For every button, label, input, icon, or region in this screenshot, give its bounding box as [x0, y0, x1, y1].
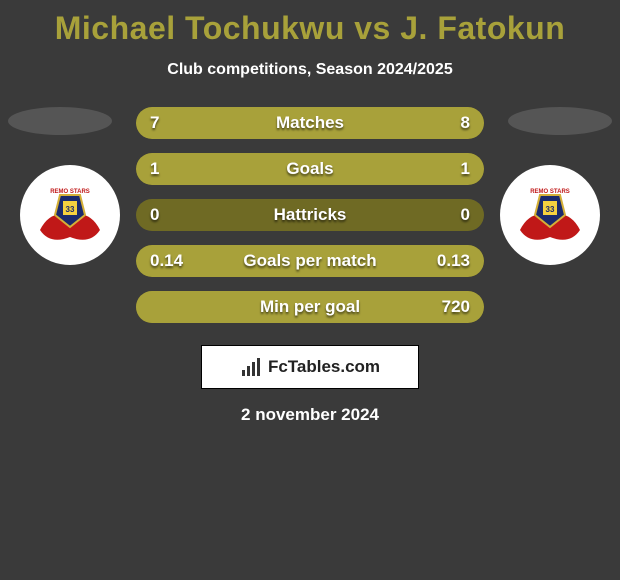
date: 2 november 2024 [0, 405, 620, 425]
stat-row: 0.140.13Goals per match [136, 245, 484, 277]
player-right-avatar-placeholder [508, 107, 612, 135]
subtitle: Club competitions, Season 2024/2025 [0, 61, 620, 79]
club-crest-icon: REMO STARS 33 [30, 175, 110, 255]
stat-label: Hattricks [136, 199, 484, 231]
stats-area: REMO STARS 33 REMO STARS 33 78Matches 11G… [0, 107, 620, 323]
stat-row: 720Min per goal [136, 291, 484, 323]
svg-text:REMO STARS: REMO STARS [50, 189, 90, 195]
stat-label: Goals [136, 153, 484, 185]
club-crest-icon: REMO STARS 33 [510, 175, 590, 255]
logo-text: FcTables.com [268, 357, 380, 377]
stat-label: Min per goal [136, 291, 484, 323]
stat-label: Goals per match [136, 245, 484, 277]
svg-text:33: 33 [66, 205, 75, 214]
stat-row: 78Matches [136, 107, 484, 139]
svg-text:REMO STARS: REMO STARS [530, 189, 570, 195]
fctables-logo[interactable]: FcTables.com [201, 345, 419, 389]
player-left-avatar-placeholder [8, 107, 112, 135]
player-right-club-badge: REMO STARS 33 [500, 165, 600, 265]
stat-row: 00Hattricks [136, 199, 484, 231]
page-title: Michael Tochukwu vs J. Fatokun [0, 0, 620, 47]
stat-rows: 78Matches 11Goals 00Hattricks 0.140.13Goals… [136, 107, 484, 323]
chart-icon [240, 356, 262, 378]
svg-text:33: 33 [546, 205, 555, 214]
player-left-club-badge: REMO STARS 33 [20, 165, 120, 265]
stat-label: Matches [136, 107, 484, 139]
stat-row: 11Goals [136, 153, 484, 185]
